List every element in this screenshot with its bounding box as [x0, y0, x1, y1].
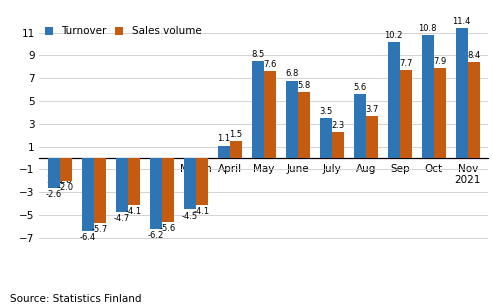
Bar [264, 71, 276, 158]
Bar [456, 28, 468, 158]
Bar [400, 70, 412, 158]
Text: 5.8: 5.8 [297, 81, 310, 90]
Bar [468, 62, 480, 158]
Text: 3.7: 3.7 [365, 105, 378, 114]
Text: 7.9: 7.9 [433, 57, 446, 66]
Bar [162, 158, 174, 222]
Text: -6.4: -6.4 [80, 233, 96, 242]
Bar [422, 35, 434, 158]
Text: -5.7: -5.7 [92, 225, 108, 234]
Text: -2.6: -2.6 [46, 190, 62, 199]
Text: 7.7: 7.7 [399, 59, 412, 68]
Bar [196, 158, 208, 205]
Bar [332, 132, 344, 158]
Text: 1.5: 1.5 [229, 130, 242, 139]
Bar [150, 158, 162, 229]
Text: 1.1: 1.1 [217, 134, 230, 143]
Text: 10.8: 10.8 [419, 24, 437, 33]
Text: -5.6: -5.6 [160, 224, 176, 233]
Bar [320, 118, 332, 158]
Text: 3.5: 3.5 [319, 107, 332, 116]
Bar [128, 158, 140, 205]
Text: -6.2: -6.2 [148, 231, 164, 240]
Text: 7.6: 7.6 [263, 60, 277, 69]
Text: 5.6: 5.6 [353, 83, 366, 92]
Bar [48, 158, 60, 188]
Text: 8.4: 8.4 [467, 51, 480, 60]
Text: -4.1: -4.1 [194, 207, 210, 216]
Bar [184, 158, 196, 209]
Legend: Turnover, Sales volume: Turnover, Sales volume [45, 26, 202, 36]
Bar [60, 158, 71, 181]
Bar [230, 141, 242, 158]
Text: -4.1: -4.1 [126, 207, 142, 216]
Bar [388, 42, 400, 158]
Text: -4.7: -4.7 [114, 214, 130, 223]
Text: 2.3: 2.3 [331, 121, 344, 130]
Bar [434, 68, 446, 158]
Bar [298, 92, 310, 158]
Text: 11.4: 11.4 [453, 17, 471, 26]
Text: 10.2: 10.2 [385, 30, 403, 40]
Bar [218, 146, 230, 158]
Text: -4.5: -4.5 [182, 212, 198, 221]
Text: -2.0: -2.0 [58, 183, 74, 192]
Bar [366, 116, 378, 158]
Bar [116, 158, 128, 212]
Bar [94, 158, 106, 223]
Text: Source: Statistics Finland: Source: Statistics Finland [10, 294, 141, 304]
Bar [354, 94, 366, 158]
Text: 8.5: 8.5 [251, 50, 264, 59]
Text: 6.8: 6.8 [285, 69, 298, 78]
Bar [286, 81, 298, 158]
Bar [82, 158, 94, 231]
Bar [252, 61, 264, 158]
